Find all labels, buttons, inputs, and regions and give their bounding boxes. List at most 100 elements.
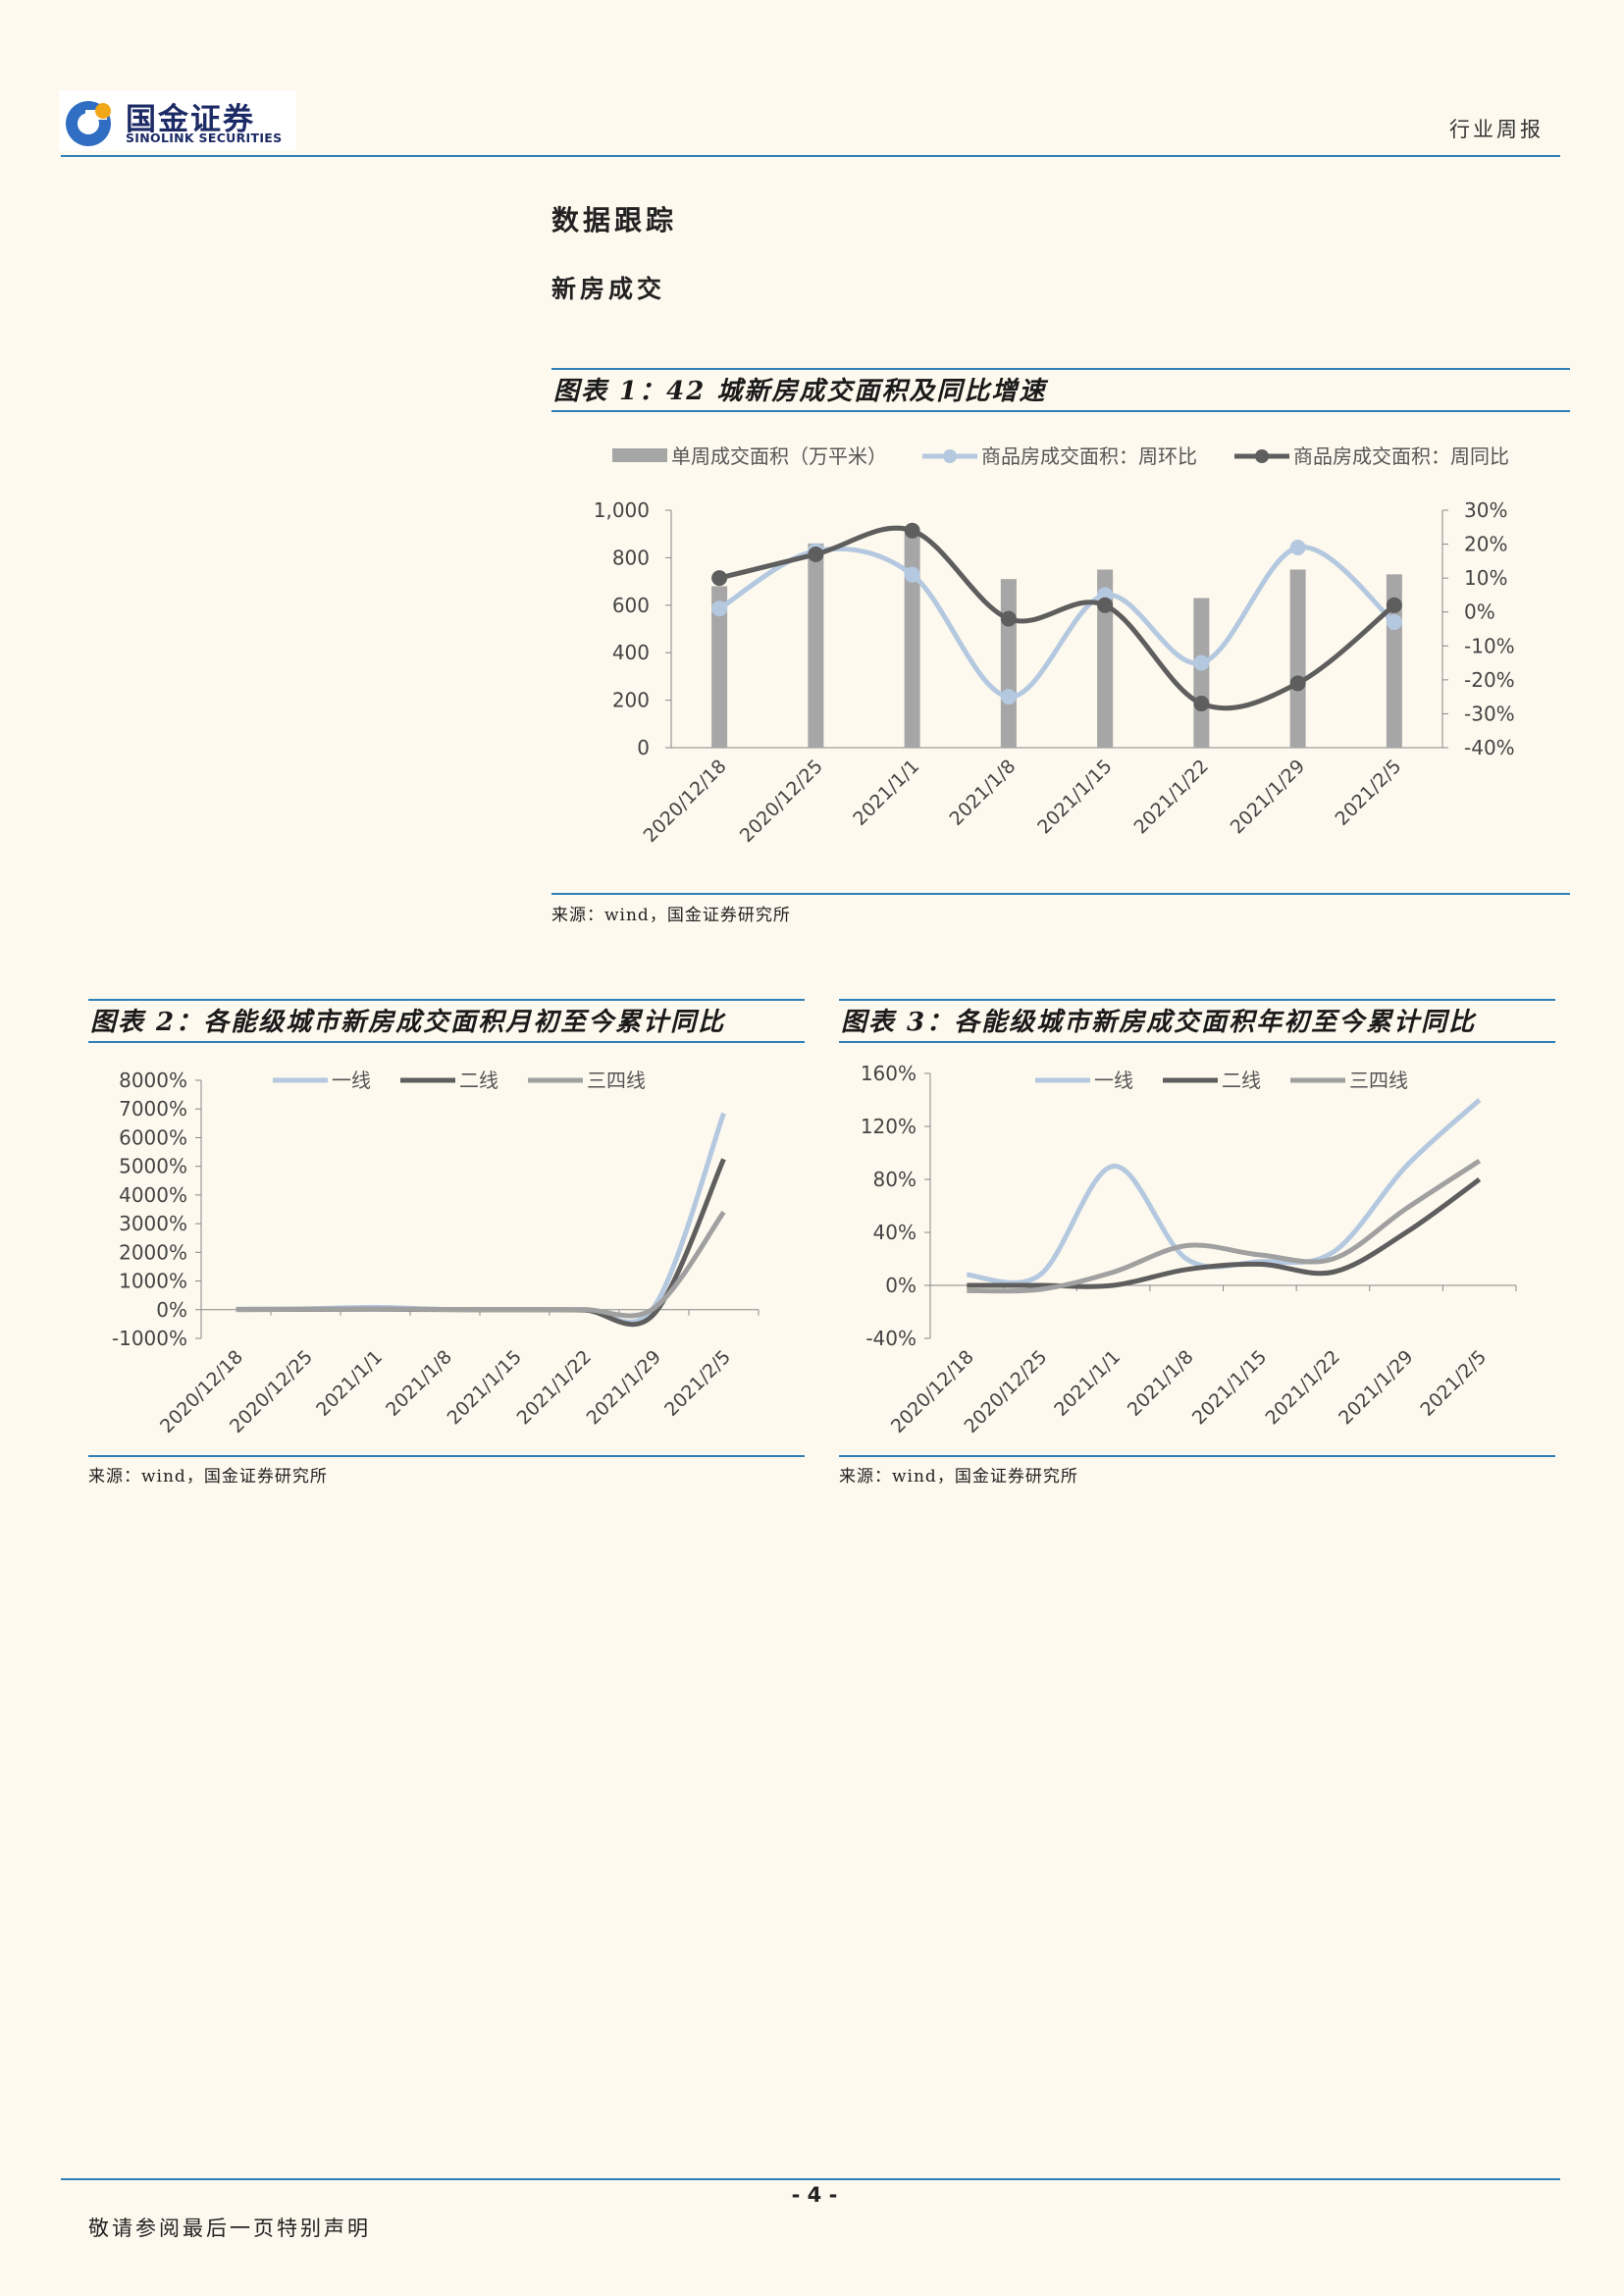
x-tick-label: 2021/1/29 [1227,756,1309,838]
x-tick-label: 2021/1/1 [849,756,923,830]
x-tick-label: 2021/1/22 [1129,756,1212,838]
fig3-title-rule [839,1041,1555,1043]
x-tick-label: 2021/1/29 [583,1346,665,1429]
fig3-bottom-rule [839,1455,1555,1457]
fig1-top-rule [551,368,1570,370]
y-tick-label: 5000% [119,1155,187,1178]
point-yoy [904,522,920,539]
series-line-0 [236,1112,726,1325]
x-tick-label: 2021/1/8 [1124,1346,1198,1421]
left-tick-label: 400 [612,641,650,664]
fig1-bottom-rule [551,893,1570,895]
y-tick-label: 160% [861,1062,917,1085]
section-subtitle: 新房成交 [551,275,666,303]
x-tick-label: 2021/1/22 [513,1346,596,1429]
x-tick-label: 2021/2/5 [660,1346,735,1421]
series-line-1 [236,1158,726,1328]
x-tick-label: 2021/1/15 [1033,756,1116,838]
point-yoy [1000,610,1017,627]
bar-weekly-area [1193,598,1210,748]
bar-weekly-area [711,586,728,748]
bar-weekly-area [1000,579,1017,748]
point-wow [1289,540,1306,556]
point-yoy [1289,675,1306,692]
y-tick-label: -40% [865,1327,917,1350]
legend-0-label: 一线 [332,1069,371,1092]
x-tick-label: 2021/1/8 [946,756,1021,830]
fig2-source: 来源：wind，国金证券研究所 [88,1467,328,1487]
left-tick-label: 800 [612,546,650,569]
section-title: 数据跟踪 [551,204,678,236]
x-tick-label: 2021/1/8 [382,1346,456,1421]
disclaimer: 敬请参阅最后一页特别声明 [88,2217,371,2240]
x-tick-label: 2021/1/15 [444,1346,526,1429]
legend-bar-swatch [612,448,667,462]
header-rule [61,155,1560,157]
legend-2-label: 三四线 [587,1069,646,1092]
y-tick-label: 120% [861,1115,917,1138]
legend-yoy-label: 商品房成交面积：周同比 [1293,444,1509,468]
y-tick-label: 7000% [119,1097,187,1121]
report-type: 行业周报 [1449,118,1544,141]
y-tick-label: 4000% [119,1183,187,1207]
right-tick-label: -10% [1464,634,1515,657]
legend-1-label: 二线 [1222,1069,1261,1092]
chart-3-ytd-yoy: 一线 二线 三四线160%120%80%40%0%-40%2020/12/18202… [861,1062,1517,1437]
point-wow [1000,689,1017,705]
left-tick-label: 600 [612,594,650,617]
bar-weekly-area [808,543,824,748]
point-wow [1386,614,1402,631]
fig2-bottom-rule [88,1455,805,1457]
chart-2-mtd-yoy: 一线 二线 三四线 8000% 7000% 6000% 5000% 4000% 3000% 200… [112,1069,760,1437]
legend-1-label: 二线 [459,1069,498,1092]
legend-wow-marker [943,449,957,463]
fig2-top-rule [88,999,805,1001]
right-tick-label: -30% [1464,702,1515,725]
right-tick-label: -20% [1464,668,1515,692]
fig3-title: 图表 3：各能级城市新房成交面积年初至今累计同比 [841,1008,1477,1037]
y-tick-label: 40% [873,1221,917,1244]
y-tick-label: 8000% [119,1069,187,1092]
point-yoy [808,546,824,562]
bar-weekly-area [1289,569,1306,748]
legend-0-label: 一线 [1094,1069,1133,1092]
fig3-top-rule [839,999,1555,1001]
legend-2-label: 三四线 [1349,1069,1408,1092]
x-tick-label: 2021/2/5 [1332,756,1406,830]
point-yoy [1193,696,1210,712]
right-tick-label: 20% [1464,533,1507,556]
point-wow [711,600,728,617]
y-tick-label: 6000% [119,1125,187,1149]
y-tick-label: 0% [156,1298,187,1322]
bar-weekly-area [904,534,920,748]
bar-weekly-area [1097,569,1114,748]
point-yoy [711,570,728,587]
right-tick-label: 10% [1464,566,1507,590]
logo-text-cn: 国金证券 [126,102,255,137]
left-tick-label: 1,000 [594,498,650,522]
logo-text-en: SINOLINK SECURITIES [126,130,283,145]
right-tick-label: -40% [1464,736,1515,759]
x-tick-label: 2021/1/22 [1262,1346,1344,1429]
series-line-2 [236,1210,726,1319]
logo-mark-icon [66,101,111,146]
footer-rule [61,2178,1560,2180]
fig1-source: 来源：wind，国金证券研究所 [551,906,791,925]
x-tick-label: 2021/1/1 [1050,1346,1125,1421]
right-tick-label: 0% [1464,600,1495,624]
y-tick-label: -1000% [112,1327,187,1350]
x-tick-label: 2020/12/18 [640,756,731,847]
point-wow [904,566,920,583]
x-tick-label: 2021/1/1 [312,1346,387,1421]
company-logo: 国金证券 SINOLINK SECURITIES [59,90,296,151]
series-line-2 [967,1159,1482,1294]
right-tick-label: 30% [1464,498,1507,522]
fig2-title-rule [88,1041,805,1043]
page-number: - 4 - [791,2183,838,2207]
chart-1-new-home-area: 单周成交面积（万平米） 商品房成交面积：周环比 商品房成交面积：周同比 1,000 80… [594,444,1515,847]
fig3-source: 来源：wind，国金证券研究所 [839,1467,1078,1487]
left-tick-label: 0 [637,736,650,759]
y-tick-label: 2000% [119,1240,187,1264]
point-wow [1193,654,1210,671]
fig1-title: 图表 1：42 城新房成交面积及同比增速 [553,377,1047,406]
